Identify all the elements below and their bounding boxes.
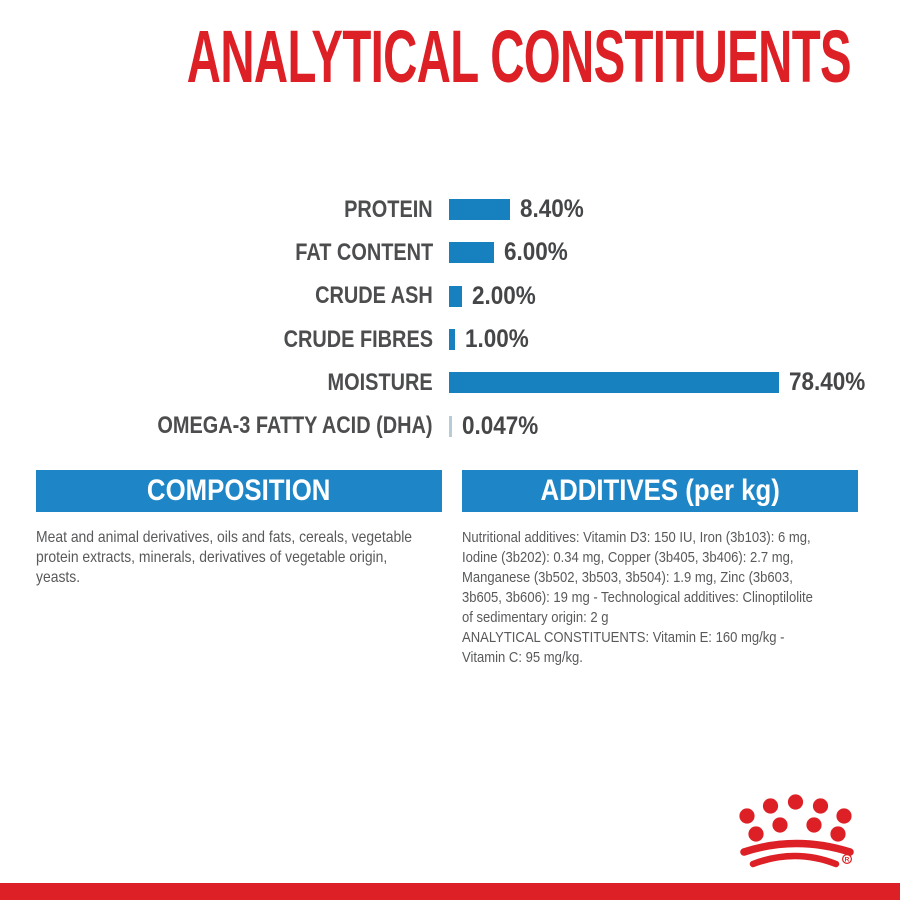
chart-bar [449, 372, 779, 394]
chart-bar [449, 199, 510, 221]
chart-bar-cell [449, 415, 452, 437]
chart-bar [449, 285, 462, 307]
chart-row-value: 6.00% [504, 238, 568, 267]
additives-header-text: ADDITIVES (per kg) [540, 474, 780, 507]
composition-section: COMPOSITION Meat and animal derivatives,… [36, 470, 442, 588]
page-title: ANALYTICAL CONSTITUENTS [0, 20, 900, 94]
chart-row-value: 2.00% [472, 281, 536, 310]
chart-row-label: FAT CONTENT [295, 238, 433, 266]
chart-row-label: PROTEIN [344, 195, 433, 223]
chart-row: CRUDE FIBRES 1.00% [0, 318, 900, 361]
chart-row-label: CRUDE FIBRES [283, 325, 433, 353]
chart-row: OMEGA-3 FATTY ACID (DHA) 0.047% [0, 404, 900, 447]
analytical-constituents-chart: PROTEIN 8.40% FAT CONTENT 6.00% CRUDE ASH 2.0… [0, 188, 900, 448]
bottom-red-strip [0, 883, 900, 900]
chart-row-label: MOISTURE [327, 368, 433, 396]
composition-header: COMPOSITION [36, 470, 442, 512]
chart-row-value: 1.00% [465, 325, 529, 354]
chart-bar-cell [449, 285, 462, 307]
additives-section: ADDITIVES (per kg) Nutritional additives… [462, 470, 858, 668]
chart-bar [449, 415, 452, 437]
chart-row-value: 78.40% [789, 368, 866, 397]
chart-bar-cell [449, 199, 510, 221]
chart-row: MOISTURE 78.40% [0, 361, 900, 404]
chart-row-value: 0.047% [462, 411, 539, 440]
chart-row: PROTEIN 8.40% [0, 188, 900, 231]
composition-text: Meat and animal derivatives, oils and fa… [36, 529, 413, 586]
chart-bar-cell [449, 242, 494, 264]
chart-row: FAT CONTENT 6.00% [0, 231, 900, 274]
page-title-text: ANALYTICAL CONSTITUENTS [186, 15, 852, 98]
additives-text: Nutritional additives: Vitamin D3: 150 I… [462, 529, 813, 666]
chart-bar-cell [449, 372, 779, 394]
chart-row: CRUDE ASH 2.00% [0, 275, 900, 318]
chart-bar [449, 329, 455, 351]
composition-header-text: COMPOSITION [147, 474, 331, 507]
chart-bar-cell [449, 329, 455, 351]
chart-bar [449, 242, 494, 264]
chart-row-label: CRUDE ASH [315, 282, 433, 310]
chart-row-label: OMEGA-3 FATTY ACID (DHA) [157, 412, 433, 440]
royal-canin-crown-icon: R [739, 794, 854, 868]
additives-header: ADDITIVES (per kg) [462, 470, 858, 512]
chart-row-value: 8.40% [520, 195, 584, 224]
svg-text:R: R [845, 856, 850, 863]
